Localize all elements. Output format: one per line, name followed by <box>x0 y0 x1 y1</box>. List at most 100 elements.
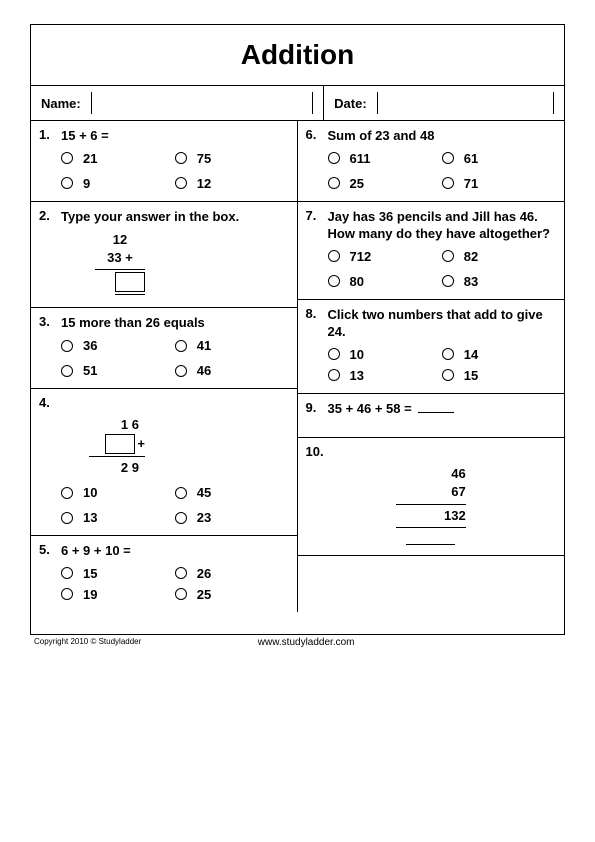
radio-icon <box>328 275 340 287</box>
q7-choice-d[interactable]: 83 <box>442 274 556 289</box>
q8-choice-d[interactable]: 15 <box>442 368 556 383</box>
worksheet-frame: Addition Name: Date: 1. 15 + 6 = 21 75 <box>30 24 565 635</box>
q8-prompt: Click two numbers that add to give 24. <box>328 306 557 341</box>
q10-addend-1: 46 <box>396 465 466 483</box>
q5-choice-c[interactable]: 19 <box>61 587 175 602</box>
copyright-text: Copyright 2010 © Studyladder <box>34 637 141 648</box>
q7-prompt: Jay has 36 pencils and Jill has 46. How … <box>328 208 557 243</box>
q8-choice-d-label: 15 <box>464 368 478 383</box>
q8-choice-c[interactable]: 13 <box>328 368 442 383</box>
q9-answer-blank[interactable] <box>418 412 454 413</box>
radio-icon <box>175 567 187 579</box>
q9-prompt: 35 + 46 + 58 = <box>328 400 557 418</box>
q1-choice-b-label: 75 <box>197 151 211 166</box>
q4-choice-d[interactable]: 23 <box>175 510 289 525</box>
q8-number: 8. <box>306 306 328 341</box>
q2-number: 2. <box>39 208 61 226</box>
question-3: 3. 15 more than 26 equals 36 41 51 46 <box>31 308 298 389</box>
radio-icon <box>442 177 454 189</box>
radio-icon <box>442 348 454 360</box>
radio-icon <box>61 365 73 377</box>
q8-choice-a-label: 10 <box>350 347 364 362</box>
q7-choice-b[interactable]: 82 <box>442 249 556 264</box>
q4-number: 4. <box>39 395 61 410</box>
q4-choice-c[interactable]: 13 <box>61 510 175 525</box>
radio-icon <box>442 152 454 164</box>
q6-choice-b-label: 61 <box>464 151 478 166</box>
plus-icon: + <box>137 435 145 453</box>
radio-icon <box>328 250 340 262</box>
q9-number: 9. <box>306 400 328 418</box>
q2-answer-box[interactable] <box>115 272 145 292</box>
q6-choice-c[interactable]: 25 <box>328 176 442 191</box>
q10-stack: 46 67 132 <box>396 465 466 545</box>
question-10: 10. 46 67 132 <box>298 438 565 556</box>
q3-choice-b[interactable]: 41 <box>175 338 289 353</box>
q6-choice-b[interactable]: 61 <box>442 151 556 166</box>
q2-stack: 12 33 + <box>95 231 145 295</box>
radio-icon <box>61 487 73 499</box>
q4-answer-box[interactable] <box>105 434 135 454</box>
q6-choice-d-label: 71 <box>464 176 478 191</box>
q1-choice-a-label: 21 <box>83 151 97 166</box>
q3-choice-d[interactable]: 46 <box>175 363 289 378</box>
question-5: 5. 6 + 9 + 10 = 15 26 19 25 <box>31 536 298 612</box>
q3-choice-c-label: 51 <box>83 363 97 378</box>
q5-prompt: 6 + 9 + 10 = <box>61 542 289 560</box>
radio-icon <box>175 365 187 377</box>
q3-choice-d-label: 46 <box>197 363 211 378</box>
questions-grid: 1. 15 + 6 = 21 75 9 12 2. Type your answ… <box>31 121 564 634</box>
q1-choice-c[interactable]: 9 <box>61 176 175 191</box>
radio-icon <box>328 152 340 164</box>
q4-choice-b[interactable]: 45 <box>175 485 289 500</box>
name-field[interactable] <box>91 92 313 114</box>
radio-icon <box>61 512 73 524</box>
q5-choice-a[interactable]: 15 <box>61 566 175 581</box>
date-cell: Date: <box>324 86 564 120</box>
question-9: 9. 35 + 46 + 58 = <box>298 394 565 439</box>
q6-choice-d[interactable]: 71 <box>442 176 556 191</box>
q7-choice-c[interactable]: 80 <box>328 274 442 289</box>
q3-choice-a[interactable]: 36 <box>61 338 175 353</box>
q6-number: 6. <box>306 127 328 145</box>
q4-choice-a-label: 10 <box>83 485 97 500</box>
radio-icon <box>175 512 187 524</box>
q1-choice-d[interactable]: 12 <box>175 176 289 191</box>
page-title: Addition <box>31 39 564 71</box>
radio-icon <box>61 340 73 352</box>
q9-prompt-text: 35 + 46 + 58 = <box>328 401 412 416</box>
q1-choice-b[interactable]: 75 <box>175 151 289 166</box>
q3-choice-c[interactable]: 51 <box>61 363 175 378</box>
q4-choice-a[interactable]: 10 <box>61 485 175 500</box>
q8-choice-a[interactable]: 10 <box>328 347 442 362</box>
title-bar: Addition <box>31 25 564 86</box>
q6-choice-c-label: 25 <box>350 176 364 191</box>
q7-choice-a-label: 712 <box>350 249 372 264</box>
q2-prompt: Type your answer in the box. <box>61 208 289 226</box>
question-6: 6. Sum of 23 and 48 611 61 25 71 <box>298 121 565 202</box>
date-field[interactable] <box>377 92 554 114</box>
q5-choice-d[interactable]: 25 <box>175 587 289 602</box>
name-label: Name: <box>41 96 81 111</box>
q3-choice-a-label: 36 <box>83 338 97 353</box>
q4-choice-d-label: 23 <box>197 510 211 525</box>
q1-choice-a[interactable]: 21 <box>61 151 175 166</box>
radio-icon <box>442 275 454 287</box>
q6-choice-a[interactable]: 611 <box>328 151 442 166</box>
q7-choice-a[interactable]: 712 <box>328 249 442 264</box>
q2-addend-1: 12 <box>95 231 145 249</box>
q10-addend-2: 67 <box>396 483 466 501</box>
q5-choice-c-label: 19 <box>83 587 97 602</box>
question-4: 4. 1 6 + 2 9 10 45 13 23 <box>31 389 298 536</box>
q5-choice-b[interactable]: 26 <box>175 566 289 581</box>
q3-choice-b-label: 41 <box>197 338 211 353</box>
q1-choice-d-label: 12 <box>197 176 211 191</box>
radio-icon <box>175 588 187 600</box>
radio-icon <box>328 177 340 189</box>
q8-choice-b[interactable]: 14 <box>442 347 556 362</box>
q4-stack: 1 6 + 2 9 <box>89 416 145 477</box>
q1-choice-c-label: 9 <box>83 176 90 191</box>
q6-prompt: Sum of 23 and 48 <box>328 127 557 145</box>
q10-sum: 132 <box>396 507 466 525</box>
q10-number: 10. <box>306 444 328 459</box>
